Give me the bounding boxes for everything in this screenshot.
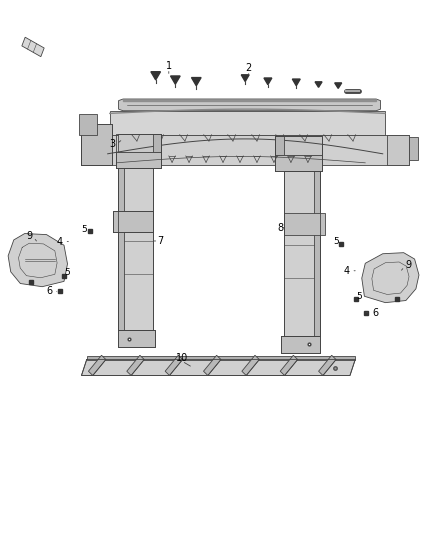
Polygon shape: [118, 168, 152, 330]
Polygon shape: [165, 356, 183, 375]
Polygon shape: [315, 82, 322, 87]
Polygon shape: [118, 168, 124, 330]
Polygon shape: [81, 135, 409, 165]
Polygon shape: [191, 78, 201, 86]
Polygon shape: [22, 37, 44, 56]
Polygon shape: [292, 79, 300, 86]
Polygon shape: [118, 330, 155, 348]
Text: 6: 6: [372, 308, 378, 318]
Text: 8: 8: [277, 223, 283, 233]
Polygon shape: [81, 124, 112, 165]
Text: 5: 5: [333, 237, 339, 246]
Polygon shape: [314, 171, 320, 336]
Polygon shape: [282, 336, 320, 353]
Polygon shape: [387, 135, 409, 165]
Text: 6: 6: [46, 286, 53, 296]
Text: 9: 9: [406, 260, 412, 270]
Text: 5: 5: [81, 225, 88, 234]
Text: 4: 4: [344, 266, 350, 276]
Text: 7: 7: [157, 236, 163, 246]
Text: 4: 4: [57, 237, 63, 247]
Polygon shape: [280, 356, 298, 375]
Polygon shape: [151, 72, 160, 80]
Polygon shape: [113, 211, 152, 232]
Polygon shape: [116, 152, 161, 168]
Polygon shape: [79, 115, 97, 135]
Polygon shape: [88, 356, 106, 375]
Text: 10: 10: [176, 353, 188, 363]
Polygon shape: [127, 356, 144, 375]
Text: 9: 9: [26, 231, 32, 241]
Polygon shape: [275, 136, 322, 155]
Polygon shape: [242, 356, 259, 375]
Polygon shape: [119, 99, 381, 111]
Polygon shape: [284, 171, 320, 336]
Polygon shape: [362, 253, 419, 303]
Polygon shape: [118, 134, 161, 152]
Polygon shape: [110, 111, 385, 135]
Polygon shape: [275, 136, 284, 155]
Polygon shape: [275, 155, 322, 171]
Text: 5: 5: [356, 292, 362, 301]
Polygon shape: [318, 356, 336, 375]
Polygon shape: [170, 76, 180, 84]
Text: 5: 5: [65, 269, 71, 277]
Polygon shape: [8, 233, 67, 287]
Polygon shape: [204, 356, 221, 375]
Polygon shape: [152, 134, 161, 152]
Polygon shape: [264, 78, 272, 85]
Polygon shape: [284, 213, 325, 235]
Polygon shape: [87, 357, 355, 360]
Polygon shape: [409, 138, 418, 160]
Text: 2: 2: [246, 63, 252, 72]
Polygon shape: [241, 75, 249, 82]
Text: 3: 3: [109, 139, 115, 149]
Polygon shape: [81, 360, 355, 375]
Polygon shape: [335, 83, 342, 88]
Text: 1: 1: [166, 61, 172, 70]
